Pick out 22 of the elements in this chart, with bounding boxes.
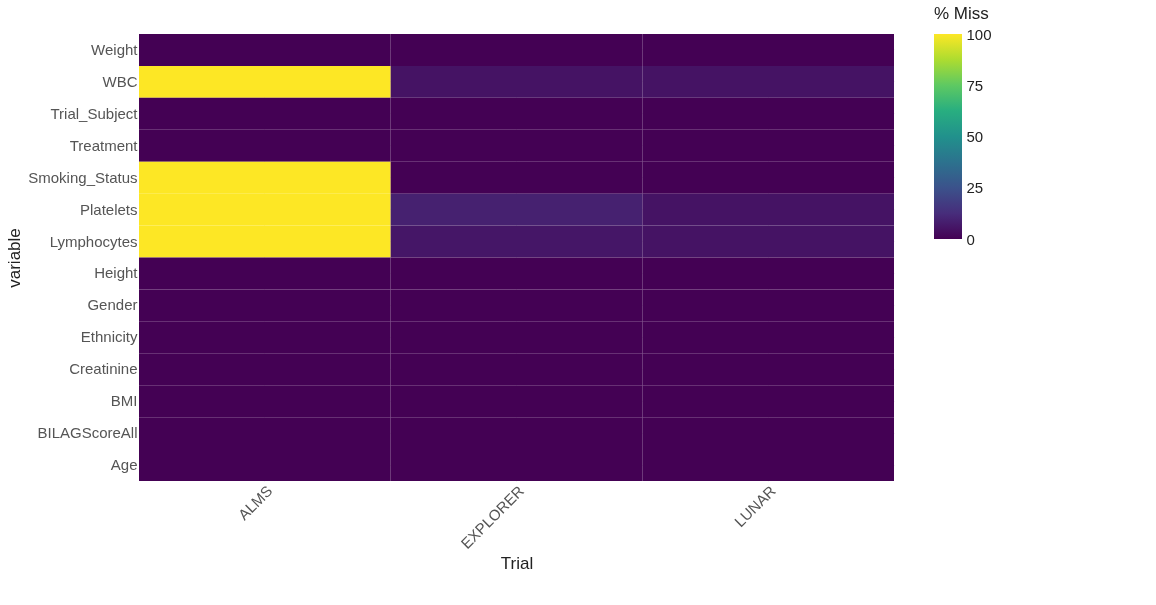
- y-tick-label: Ethnicity: [80, 328, 138, 346]
- y-tick-label: BMI: [110, 392, 138, 410]
- color-bar-label: 100: [966, 25, 992, 43]
- color-bar-label: 50: [966, 128, 984, 145]
- y-tick-label: Age: [110, 456, 138, 474]
- y-tick-label: Smoking_Status: [28, 168, 138, 186]
- y-tick-label: Lymphocytes: [49, 232, 138, 250]
- y-tick-label: Gender: [87, 296, 138, 314]
- color-bar-label: 0: [966, 230, 975, 248]
- legend-title: % Miss: [934, 4, 989, 23]
- y-tick-label: Creatinine: [69, 360, 138, 378]
- y-tick-label: Trial_Subject: [50, 104, 139, 122]
- y-tick-label: WBC: [102, 72, 138, 90]
- color-bar-label: 75: [966, 76, 984, 94]
- y-axis-title: variable: [5, 228, 25, 288]
- y-tick-label: Height: [94, 264, 139, 282]
- y-tick-label: BILAGScoreAll: [37, 424, 138, 442]
- y-tick-label: Platelets: [79, 200, 138, 218]
- x-axis-title: Trial: [500, 553, 534, 573]
- y-tick-label: Weight: [91, 40, 139, 58]
- y-tick-label: Treatment: [69, 136, 139, 154]
- color-bar-label: 25: [966, 179, 984, 197]
